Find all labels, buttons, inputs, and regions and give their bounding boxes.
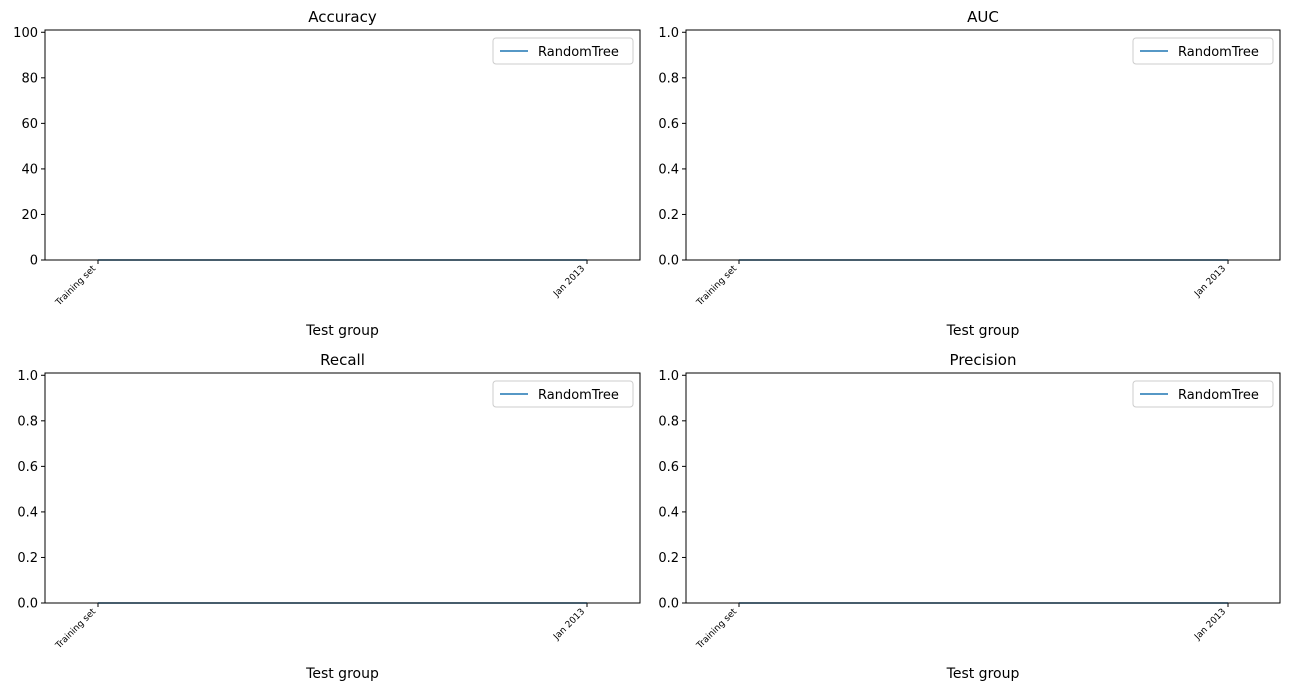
x-tick-label: Jan 2013 [551,607,587,643]
subplot-title: Recall [320,351,365,369]
x-tick-label: Jan 2013 [1192,607,1228,643]
subplot-1: AUC 0.0 0.2 0.4 0.6 0.8 1.0 Training set Jan 201… [658,8,1281,339]
y-tick-label: 40 [21,162,38,177]
y-tick-label: 0.2 [658,208,679,223]
axes-frame [685,372,1281,604]
y-tick-label: 0.0 [658,597,679,612]
y-tick-label: 0.8 [658,414,679,429]
legend: RandomTree [1132,37,1274,65]
legend-box [492,37,634,65]
x-tick-label: Training set [53,264,98,309]
y-tick-label: 0.4 [17,505,38,520]
axes-frame [685,29,1281,261]
y-tick-label: 0.6 [658,117,679,132]
legend: RandomTree [1132,380,1274,408]
y-tick-label: 0.2 [17,551,38,566]
y-tick-label: 20 [21,208,38,223]
legend-box [492,380,634,408]
y-tick-label: 0.6 [658,460,679,475]
subplot-2: Recall 0.0 0.2 0.4 0.6 0.8 1.0 Training set Jan … [17,351,641,682]
x-tick-label: Training set [694,264,739,309]
y-tick-label: 1.0 [658,26,679,41]
y-tick-label: 0 [30,254,38,269]
x-tick-label: Jan 2013 [1192,264,1228,300]
y-tick-label: 0.6 [17,460,38,475]
y-tick-label: 0.0 [658,254,679,269]
legend: RandomTree [492,37,634,65]
subplot-title: AUC [967,8,999,26]
legend-box [1132,37,1274,65]
subplot-title: Precision [950,351,1017,369]
legend-label: RandomTree [1178,388,1259,403]
x-axis-label: Test group [946,666,1020,682]
y-tick-label: 0.0 [17,597,38,612]
y-tick-label: 80 [21,71,38,86]
x-axis-label: Test group [305,666,379,682]
x-tick-label: Jan 2013 [551,264,587,300]
axes-frame [44,29,641,261]
subplot-0: Accuracy 0 20 40 60 80 100 Training set Jan 2013… [13,8,641,339]
y-tick-label: 1.0 [17,369,38,384]
y-tick-label: 100 [13,26,38,41]
y-tick-label: 0.4 [658,162,679,177]
y-tick-label: 0.8 [658,71,679,86]
y-tick-label: 0.4 [658,505,679,520]
x-axis-label: Test group [305,323,379,339]
y-tick-label: 0.8 [17,414,38,429]
subplot-title: Accuracy [308,8,377,26]
legend: RandomTree [492,380,634,408]
legend-label: RandomTree [538,388,619,403]
x-tick-label: Training set [694,607,739,652]
y-tick-label: 1.0 [658,369,679,384]
y-tick-label: 0.2 [658,551,679,566]
x-axis-label: Test group [946,323,1020,339]
legend-box [1132,380,1274,408]
legend-label: RandomTree [1178,45,1259,60]
y-tick-label: 60 [21,117,38,132]
subplot-3: Precision 0.0 0.2 0.4 0.6 0.8 1.0 Training set J… [658,351,1281,682]
axes-frame [44,372,641,604]
x-tick-label: Training set [53,607,98,652]
legend-label: RandomTree [538,45,619,60]
